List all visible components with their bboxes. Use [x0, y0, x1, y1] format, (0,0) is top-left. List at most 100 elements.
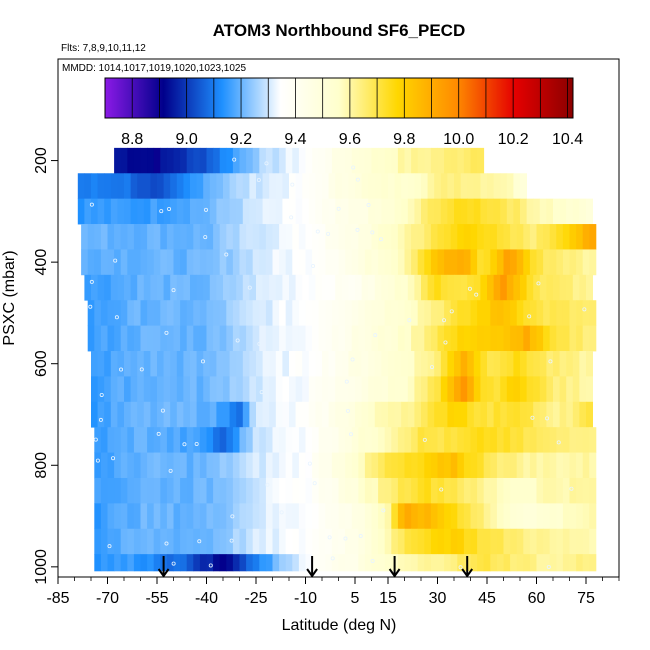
heatmap-cell	[259, 554, 267, 572]
heatmap-cell	[536, 477, 544, 504]
colorbar-gradient	[104, 77, 574, 119]
heatmap-cell	[94, 249, 102, 276]
heatmap-cell	[262, 401, 270, 428]
heatmap-cell	[133, 427, 141, 453]
heatmap-cell	[510, 300, 518, 327]
heatmap-cell	[411, 249, 419, 276]
heatmap-cell	[295, 173, 303, 200]
heatmap-cell	[97, 376, 105, 403]
heatmap-cell	[190, 401, 197, 428]
heatmap-cell	[331, 528, 339, 555]
heatmap-cell	[117, 198, 125, 225]
heatmap-cell	[444, 503, 452, 530]
heatmap-cell	[553, 274, 560, 301]
observation-point	[204, 207, 209, 212]
heatmap-cell	[424, 249, 432, 276]
heatmap-cell	[193, 503, 201, 530]
heatmap-cell	[450, 427, 458, 453]
heatmap-cell	[219, 427, 227, 453]
heatmap-cell	[315, 376, 323, 403]
heatmap-cell	[153, 224, 161, 250]
heatmap-cell	[397, 477, 405, 504]
heatmap-cell	[529, 503, 537, 530]
heatmap-cell	[265, 147, 273, 174]
heatmap-cell	[193, 325, 201, 352]
heatmap-cell	[549, 224, 557, 250]
heatmap-cell	[262, 351, 270, 377]
heatmap-cell	[206, 503, 214, 530]
x-tick-label: 15	[379, 590, 397, 607]
observation-point	[381, 508, 386, 513]
observation-point	[235, 338, 240, 343]
heatmap-cell	[127, 503, 135, 530]
heatmap-cell	[104, 376, 112, 403]
heatmap-cell	[147, 147, 155, 174]
heatmap-cell	[252, 147, 260, 174]
y-tick-label: 200	[33, 147, 50, 174]
heatmap-cell	[407, 401, 415, 428]
heatmap-cell	[503, 325, 511, 352]
heatmap-cell	[510, 528, 518, 555]
heatmap-cell	[503, 224, 511, 250]
heatmap-cell	[437, 300, 445, 327]
heatmap-cell	[549, 477, 557, 504]
heatmap-cell	[219, 477, 227, 504]
heatmap-cell	[411, 503, 419, 530]
heatmap-cell	[417, 249, 425, 276]
heatmap-cell	[229, 173, 237, 200]
heatmap-cell	[394, 274, 402, 301]
heatmap-cell	[282, 198, 290, 225]
heatmap-cell	[166, 224, 174, 250]
heatmap-cell	[150, 274, 158, 301]
heatmap-cell	[371, 503, 379, 530]
heatmap-cell	[180, 325, 188, 352]
heatmap-cell	[219, 325, 227, 352]
heatmap-cell	[444, 300, 452, 327]
heatmap-cell	[114, 325, 122, 352]
heatmap-cell	[503, 528, 511, 555]
heatmap-cell	[526, 198, 534, 225]
heatmap-cell	[239, 427, 247, 453]
heatmap-cell	[166, 427, 174, 453]
heatmap-cell	[100, 224, 108, 250]
heatmap-cell	[430, 249, 438, 276]
heatmap-cell	[160, 325, 168, 352]
observation-point	[345, 408, 350, 413]
heatmap-cell	[477, 554, 485, 572]
heatmap-cell	[157, 376, 164, 403]
heatmap-cell	[473, 401, 481, 428]
heatmap-cell	[272, 503, 280, 530]
heatmap-cell	[430, 503, 438, 530]
heatmap-cell	[318, 477, 326, 504]
heatmap-cell	[556, 554, 564, 572]
heatmap-cell	[562, 249, 570, 276]
heatmap-cell	[153, 503, 161, 530]
heatmap-cell	[256, 198, 263, 225]
heatmap-cell	[246, 477, 254, 504]
heatmap-cell	[483, 554, 491, 572]
heatmap-cell	[199, 528, 207, 555]
heatmap-cell	[470, 528, 478, 555]
heatmap-cell	[371, 147, 379, 174]
heatmap-cell	[216, 274, 224, 301]
heatmap-cell	[318, 325, 326, 352]
heatmap-cell	[173, 452, 181, 479]
heatmap-cell	[282, 401, 290, 428]
heatmap-cell	[576, 224, 584, 250]
heatmap-cell	[107, 427, 115, 453]
heatmap-cell	[196, 173, 204, 200]
observation-point	[114, 315, 119, 320]
heatmap-cell	[272, 147, 280, 174]
heatmap-cell	[397, 147, 405, 174]
heatmap-cell	[91, 198, 98, 225]
heatmap-cell	[404, 452, 412, 479]
heatmap-cell	[259, 325, 267, 352]
heatmap-cell	[242, 274, 250, 301]
heatmap-cell	[424, 224, 432, 250]
heatmap-cell	[279, 224, 287, 250]
heatmap-cell	[265, 325, 273, 352]
heatmap-cell	[236, 376, 244, 403]
heatmap-cell	[97, 274, 105, 301]
heatmap-cell	[493, 173, 501, 200]
observation-point	[93, 437, 98, 442]
